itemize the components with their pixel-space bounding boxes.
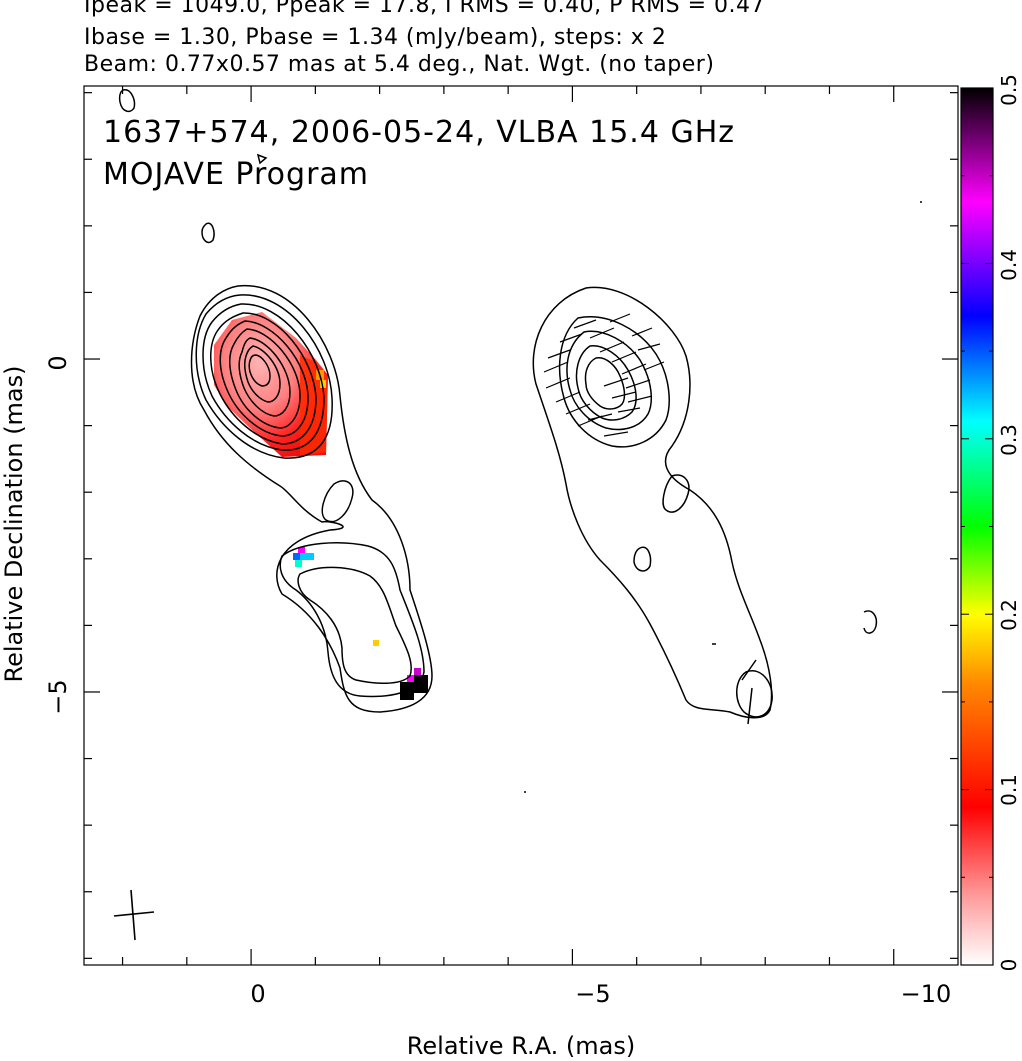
colorbar: 0 0.1 0.2 0.3 0.4 0.5 <box>960 74 1021 972</box>
program-label: MOJAVE Program <box>103 157 369 192</box>
colorbar-label-0.5: 0.5 <box>997 74 1021 106</box>
beam-cross <box>113 889 155 941</box>
intensity-contours-left <box>118 89 878 713</box>
header-peak-line: Ipeak = 1049.0, Ppeak = 17.8, I RMS = 0.… <box>84 0 765 18</box>
plot-frame <box>83 85 959 966</box>
colorbar-label-0.4: 0.4 <box>997 249 1021 281</box>
x-tick-label-0: 0 <box>250 980 265 1008</box>
colorbar-label-0.2: 0.2 <box>997 599 1021 631</box>
source-title: 1637+574, 2006-05-24, VLBA 15.4 GHz <box>103 115 735 150</box>
colorbar-label-0.3: 0.3 <box>997 424 1021 456</box>
colorbar-label-0.1: 0.1 <box>997 774 1021 806</box>
y-axis-title: Relative Declination (mas) <box>0 365 28 682</box>
x-tick-label-minus10: −10 <box>901 980 952 1008</box>
x-axis-title: Relative R.A. (mas) <box>407 1032 635 1060</box>
y-tick-label-minus5: −5 <box>44 679 72 714</box>
intensity-contours-right <box>524 201 922 793</box>
header-base-line: Ibase = 1.30, Pbase = 1.34 (mJy/beam), s… <box>84 25 667 50</box>
y-tick-label-0: 0 <box>44 355 72 370</box>
colorbar-label-0: 0 <box>997 959 1021 972</box>
header-beam-line: Beam: 0.77x0.57 mas at 5.4 deg., Nat. Wg… <box>84 52 715 77</box>
x-tick-label-minus5: −5 <box>575 980 610 1008</box>
polarization-color-fill <box>214 312 428 700</box>
y-minor-ticks <box>84 92 958 959</box>
x-minor-ticks <box>121 86 895 965</box>
